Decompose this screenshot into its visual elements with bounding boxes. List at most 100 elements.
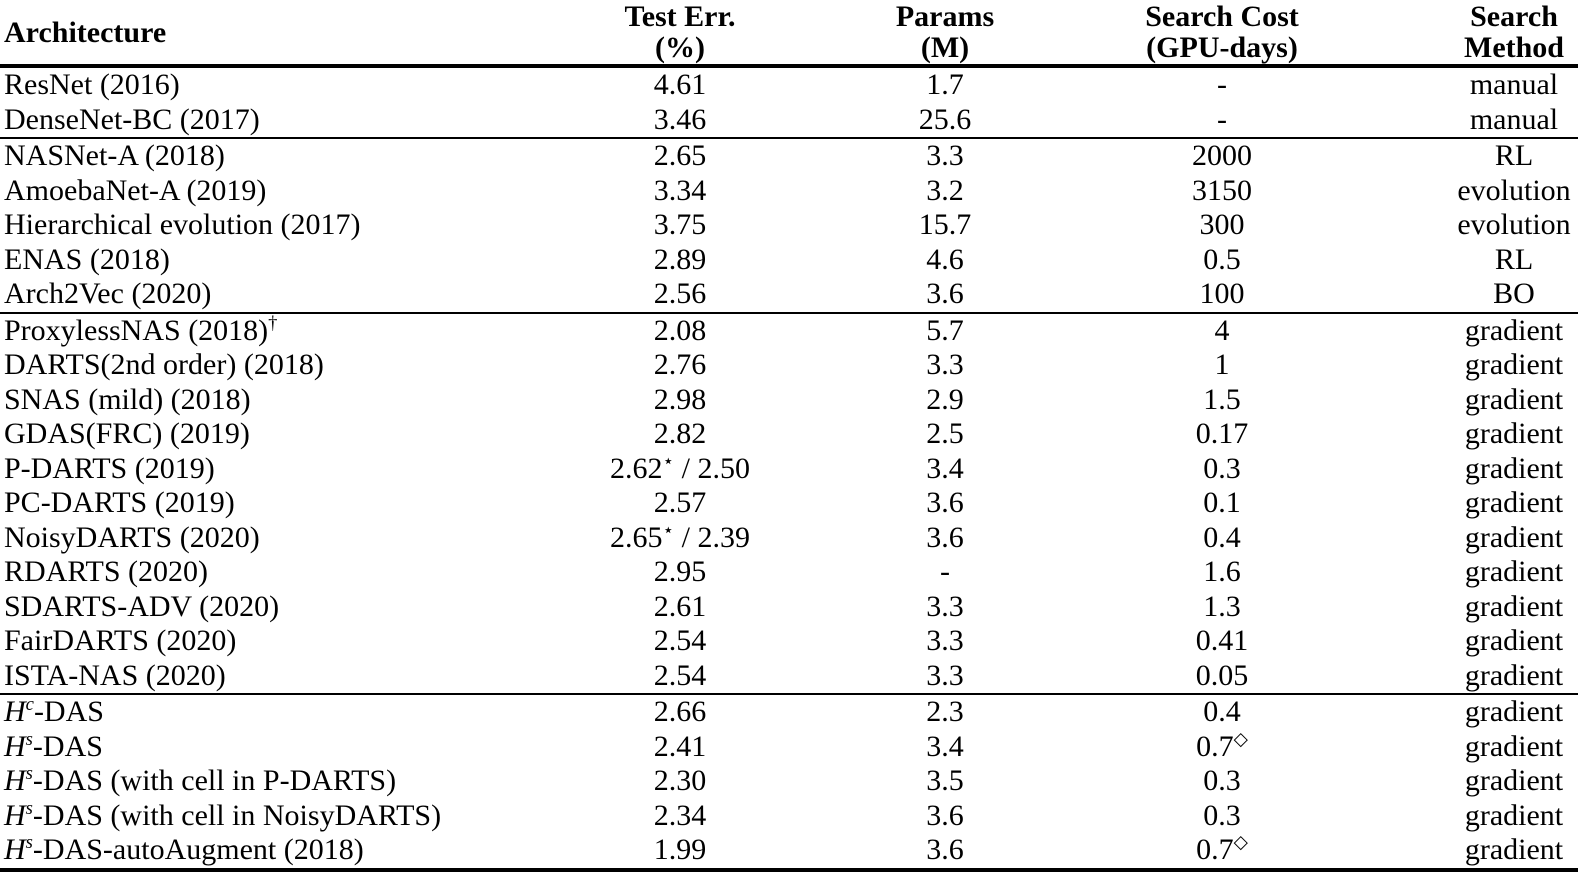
table-row: ISTA-NAS (2020) 2.54 3.3 0.05 gradient (0, 659, 1578, 695)
header-params: Params (M) (860, 0, 1030, 66)
table-row: SNAS (mild) (2018) 2.98 2.9 1.5 gradient (0, 383, 1578, 418)
cell-architecture: NoisyDARTS (2020) (4, 520, 260, 554)
table-row: P-DARTS (2019) 2.62⋆ / 2.50 3.4 0.3 gradient (0, 452, 1578, 487)
cell-search_cost: 0.4 (1203, 520, 1241, 554)
table-row: NASNet-A (2018) 2.65 3.3 2000 RL (0, 138, 1578, 174)
header-row: Architecture Test Err. (%) Params (M) Se… (0, 0, 1578, 66)
cell-search_cost: 0.3 (1203, 764, 1241, 798)
cell-architecture: GDAS(FRC) (2019) (4, 417, 250, 451)
cell-params: 3.3 (926, 139, 964, 173)
cell-params: 1.7 (926, 68, 964, 102)
cell-params: 3.6 (926, 798, 964, 832)
table-header: Architecture Test Err. (%) Params (M) Se… (0, 0, 1578, 66)
cell-architecture: RDARTS (2020) (4, 555, 209, 589)
table-row: DARTS(2nd order) (2018) 2.76 3.3 1 gradient (0, 348, 1578, 383)
table-row: ENAS (2018) 2.89 4.6 0.5 RL (0, 243, 1578, 278)
table-row: AmoebaNet-A (2019) 3.34 3.2 3150 evolution (0, 174, 1578, 209)
cell-method: RL (1494, 139, 1534, 173)
cell-params: 3.3 (926, 348, 964, 382)
table-row: FairDARTS (2020) 2.54 3.3 0.41 gradient (0, 624, 1578, 659)
cell-architecture: ResNet (2016) (4, 68, 180, 102)
cell-params: 3.2 (926, 173, 964, 207)
header-search-method-line2: Method (1464, 31, 1564, 64)
cell-test_err: 2.98 (653, 382, 707, 416)
cell-search_cost: 0.7◇ (1196, 832, 1248, 867)
table-row: Hs-DAS 2.41 3.4 0.7◇ gradient (0, 730, 1578, 765)
cell-test_err: 2.82 (653, 417, 707, 451)
cell-architecture: Hierarchical evolution (2017) (4, 208, 361, 242)
cell-params: 2.9 (926, 382, 964, 416)
cell-method: gradient (1464, 313, 1564, 347)
cell-test_err: 2.54 (653, 658, 707, 692)
cell-architecture: DARTS(2nd order) (2018) (4, 348, 324, 382)
cell-architecture: NASNet-A (2018) (4, 139, 225, 173)
cell-params: 25.6 (918, 102, 972, 136)
cell-search_cost: 1 (1214, 348, 1230, 382)
cell-method: gradient (1464, 729, 1564, 763)
cell-architecture: P-DARTS (2019) (4, 451, 215, 485)
table-row: RDARTS (2020) 2.95 - 1.6 gradient (0, 555, 1578, 590)
cell-search_cost: - (1217, 68, 1227, 102)
cell-method: gradient (1464, 417, 1564, 451)
cell-architecture: Hs-DAS (with cell in P-DARTS) (4, 763, 397, 798)
cell-test_err: 3.46 (653, 102, 707, 136)
header-search-method-line1: Search (1470, 0, 1558, 33)
cell-params: - (940, 555, 950, 589)
cell-search_cost: 1.5 (1203, 382, 1241, 416)
cell-test_err: 2.95 (653, 555, 707, 589)
cell-architecture: AmoebaNet-A (2019) (4, 173, 267, 207)
cell-method: gradient (1464, 624, 1564, 658)
cell-search_cost: 0.3 (1203, 798, 1241, 832)
header-test-err: Test Err. (%) (500, 0, 860, 66)
cell-test_err: 2.34 (653, 798, 707, 832)
table-row: SDARTS-ADV (2020) 2.61 3.3 1.3 gradient (0, 590, 1578, 625)
cell-method: gradient (1464, 348, 1564, 382)
cell-params: 3.3 (926, 624, 964, 658)
cell-search_cost: 0.17 (1195, 417, 1249, 451)
cell-params: 3.6 (926, 277, 964, 311)
cell-architecture: Hc-DAS (4, 694, 104, 729)
cell-search_cost: 0.41 (1195, 624, 1249, 658)
cell-search_cost: 0.4 (1203, 695, 1241, 729)
header-search-cost-line1: Search Cost (1145, 0, 1299, 33)
header-architecture-label: Architecture (4, 15, 167, 49)
cell-test_err: 2.61 (653, 589, 707, 623)
cell-method: RL (1494, 242, 1534, 276)
table-row: Hs-DAS (with cell in NoisyDARTS) 2.34 3.6 0… (0, 799, 1578, 834)
cell-params: 3.3 (926, 589, 964, 623)
header-architecture: Architecture (0, 0, 500, 66)
cell-method: gradient (1464, 798, 1564, 832)
cell-params: 2.5 (926, 417, 964, 451)
cell-search_cost: 0.7◇ (1196, 728, 1248, 763)
cell-test_err: 2.08 (653, 313, 707, 347)
header-test-err-line1: Test Err. (624, 0, 736, 33)
table-row: NoisyDARTS (2020) 2.65⋆ / 2.39 3.6 0.4 gradi… (0, 521, 1578, 556)
table-row: Arch2Vec (2020) 2.56 3.6 100 BO (0, 277, 1578, 313)
cell-test_err: 1.99 (653, 833, 707, 867)
table-row: Hc-DAS 2.66 2.3 0.4 gradient (0, 694, 1578, 730)
cell-params: 3.3 (926, 658, 964, 692)
cell-method: evolution (1457, 173, 1571, 207)
section-hdas-results: Hc-DAS 2.66 2.3 0.4 gradient Hs-DAS 2.41 3.4 0.7… (0, 694, 1578, 870)
cell-test_err: 3.75 (653, 208, 707, 242)
cell-method: gradient (1464, 486, 1564, 520)
cell-params: 3.5 (926, 764, 964, 798)
cell-architecture: Hs-DAS (4, 728, 103, 763)
header-params-line2: (M) (920, 31, 970, 64)
cell-params: 3.4 (926, 729, 964, 763)
cell-method: manual (1469, 102, 1559, 136)
cell-params: 4.6 (926, 242, 964, 276)
cell-search_cost: 0.5 (1203, 242, 1241, 276)
header-search-cost-line2: (GPU-days) (1146, 31, 1298, 64)
cell-method: gradient (1464, 451, 1564, 485)
cell-method: gradient (1464, 589, 1564, 623)
cell-method: BO (1493, 277, 1535, 311)
cell-method: gradient (1464, 555, 1564, 589)
cell-architecture: PC-DARTS (2019) (4, 486, 235, 520)
cell-method: gradient (1464, 382, 1564, 416)
cell-method: gradient (1464, 833, 1564, 867)
cell-architecture: FairDARTS (2020) (4, 624, 237, 658)
section-rl-evolution-bo: NASNet-A (2018) 2.65 3.3 2000 RL AmoebaNet-A … (0, 138, 1578, 313)
cell-test_err: 2.41 (653, 729, 707, 763)
header-test-err-line2: (%) (655, 31, 705, 64)
